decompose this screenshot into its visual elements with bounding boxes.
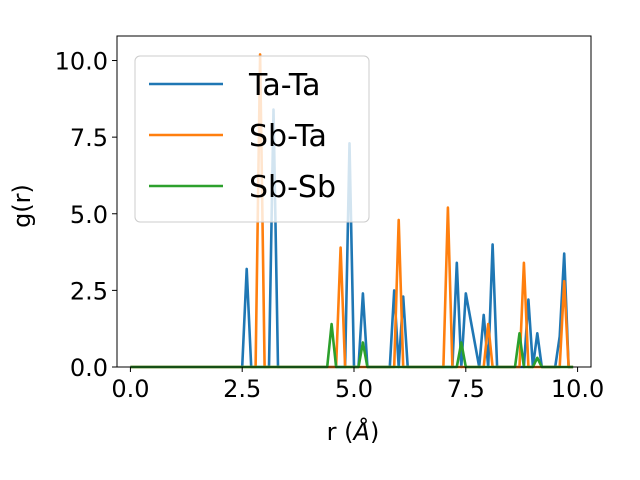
y-tick-label: 7.5 (70, 124, 108, 152)
series-line-3 (130, 322, 574, 369)
y-axis-label: g(r) (8, 184, 36, 228)
x-tick-label: 5.0 (335, 375, 373, 403)
x-tick-label: 2.5 (223, 375, 261, 403)
x-tick-label: 0.0 (111, 375, 149, 403)
legend-box (134, 55, 370, 223)
legend-label-1: Ta-Ta (248, 68, 321, 103)
legend-label-3: Sb-Sb (249, 170, 336, 205)
x-tick-label: 7.5 (447, 375, 485, 403)
axes: 0.0 2.5 5.0 7.5 10.0 0.0 2.5 5.0 7.5 10.0 (55, 35, 604, 403)
x-axis-unit: Å (352, 417, 370, 446)
y-tick-label: 0.0 (70, 354, 108, 382)
legend: Ta-Ta Sb-Ta Sb-Sb (134, 55, 370, 223)
x-tick-label: 10.0 (551, 375, 604, 403)
y-tick-label: 5.0 (70, 201, 108, 229)
y-tick-label: 10.0 (55, 48, 108, 76)
y-tick-label: 2.5 (70, 277, 108, 305)
x-axis-label: r (Å) (327, 417, 380, 446)
legend-label-2: Sb-Ta (249, 119, 327, 154)
